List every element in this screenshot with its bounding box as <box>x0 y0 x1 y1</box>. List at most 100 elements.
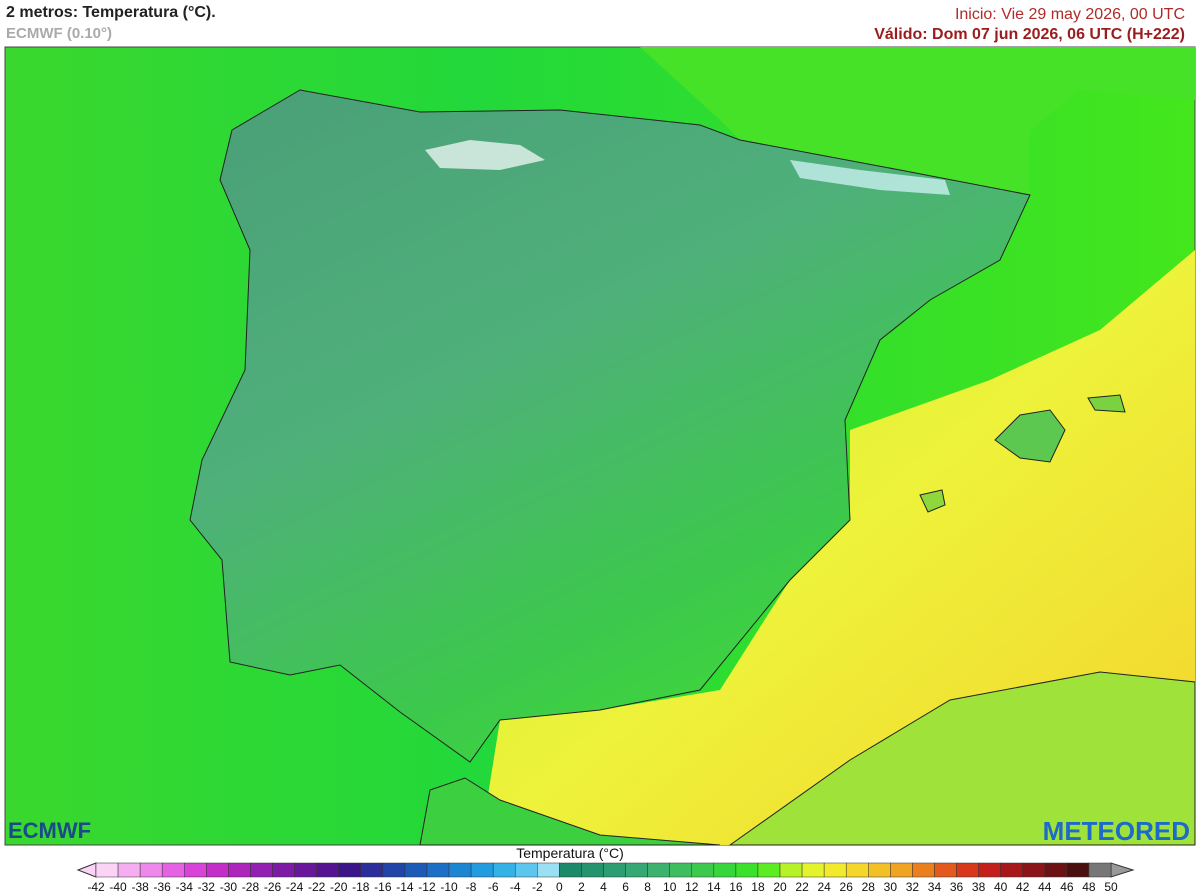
legend-tick-label: -14 <box>396 880 414 894</box>
legend-swatch <box>184 862 207 878</box>
legend-tick-label: -42 <box>87 880 105 894</box>
morocco-north <box>419 777 721 846</box>
legend-tick-label: -18 <box>352 880 370 894</box>
legend-swatch <box>316 862 339 878</box>
legend-tick-label: -40 <box>109 880 127 894</box>
legend-swatch <box>956 862 979 878</box>
legend-tick-label: -36 <box>154 880 172 894</box>
legend-swatch <box>757 862 781 878</box>
legend-swatch <box>228 862 251 878</box>
legend-swatch <box>625 862 648 878</box>
legend-swatch <box>559 862 582 878</box>
legend-swatch <box>294 862 317 878</box>
legend-swatch <box>735 862 759 878</box>
legend-tick-label: 30 <box>884 880 898 894</box>
legend-tick-label: 36 <box>950 880 964 894</box>
legend-swatch <box>117 862 141 878</box>
legend-tick-label: 16 <box>729 880 743 894</box>
model-label: ECMWF (0.10°) <box>6 25 113 42</box>
legend-tick-label: 46 <box>1060 880 1074 894</box>
legend-title: Temperatura (°C) <box>516 845 624 861</box>
legend-tick-label: 24 <box>817 880 831 894</box>
legend-swatch <box>1088 862 1112 878</box>
legend-swatch <box>890 862 913 878</box>
legend-tick-label: -30 <box>220 880 238 894</box>
legend-tick-label: 12 <box>685 880 699 894</box>
legend-tick-label: 2 <box>578 880 585 894</box>
legend-swatch <box>1000 862 1023 878</box>
legend-tick-label: -22 <box>308 880 326 894</box>
valid-time: Válido: Dom 07 jun 2026, 06 UTC (H+222) <box>874 26 1185 43</box>
legend-swatch <box>404 862 428 878</box>
ecmwf-logo: ECMWF <box>8 818 91 843</box>
legend-swatch <box>272 862 295 878</box>
france <box>640 47 1195 195</box>
meteored-logo: METEORED <box>1043 816 1190 846</box>
legend-swatch <box>581 862 604 878</box>
legend-tick-label: 4 <box>600 880 607 894</box>
legend-tick-label: -8 <box>466 880 477 894</box>
legend-swatch <box>514 862 538 878</box>
mallorca <box>994 409 1066 463</box>
snow-cantabrica <box>425 140 545 170</box>
ibiza <box>919 489 946 513</box>
legend-swatch <box>912 862 935 878</box>
legend-swatch <box>206 862 229 878</box>
legend-tick-label: 20 <box>773 880 787 894</box>
legend-tick-label: -32 <box>198 880 216 894</box>
legend-swatch <box>1044 862 1068 878</box>
legend-tick-label: -10 <box>440 880 458 894</box>
legend-tick-label: -26 <box>264 880 282 894</box>
legend-swatch <box>161 862 185 878</box>
init-time: Inicio: Vie 29 may 2026, 00 UTC <box>954 6 1185 23</box>
legend-swatch <box>139 862 163 878</box>
legend-swatch <box>603 862 626 878</box>
legend-tick-label: 18 <box>751 880 765 894</box>
legend-tick-label: -38 <box>131 880 149 894</box>
iberia <box>189 89 1031 763</box>
legend-tick-label: 50 <box>1104 880 1118 894</box>
legend-tick-label: -34 <box>176 880 194 894</box>
legend-swatch <box>470 862 494 878</box>
legend-swatch <box>823 862 847 878</box>
legend-tick-label: -24 <box>286 880 304 894</box>
legend-swatch <box>934 862 957 878</box>
legend-tick-label: -6 <box>488 880 499 894</box>
legend-tick-label: -4 <box>510 880 521 894</box>
legend-tick-label: -20 <box>330 880 348 894</box>
legend-tick-label: 0 <box>556 880 563 894</box>
legend-tick-label: 32 <box>906 880 920 894</box>
legend-tick-label: -28 <box>242 880 260 894</box>
map-title: 2 metros: Temperatura (°C). <box>6 4 216 21</box>
legend-tick-label: 38 <box>972 880 986 894</box>
legend-swatch <box>537 862 560 878</box>
legend-tick-label: 10 <box>663 880 677 894</box>
legend-swatch <box>382 862 406 878</box>
legend-swatch <box>250 862 273 878</box>
legend-swatch <box>978 862 1001 878</box>
africa <box>728 671 1196 846</box>
legend-swatch <box>669 862 693 878</box>
legend-swatch <box>492 862 516 878</box>
legend-tick-label: -12 <box>418 880 436 894</box>
legend-swatch <box>1022 862 1046 878</box>
legend-swatch <box>845 862 869 878</box>
legend-swatch <box>691 862 715 878</box>
legend-tick-label: 26 <box>840 880 854 894</box>
menorca <box>1087 394 1126 413</box>
legend-tick-label: -2 <box>532 880 543 894</box>
legend-tick-label: 42 <box>1016 880 1030 894</box>
legend-tick-label: 8 <box>644 880 651 894</box>
legend-swatch <box>448 862 472 878</box>
legend-swatch <box>95 862 119 878</box>
legend-tick-label: 22 <box>795 880 809 894</box>
legend-low-arrow <box>76 862 97 878</box>
legend-tick-label: -16 <box>374 880 392 894</box>
legend-swatch <box>713 862 737 878</box>
legend-tick-label: 48 <box>1082 880 1096 894</box>
legend-swatch <box>338 862 362 878</box>
legend-swatch <box>779 862 803 878</box>
legend-swatch <box>647 862 670 878</box>
